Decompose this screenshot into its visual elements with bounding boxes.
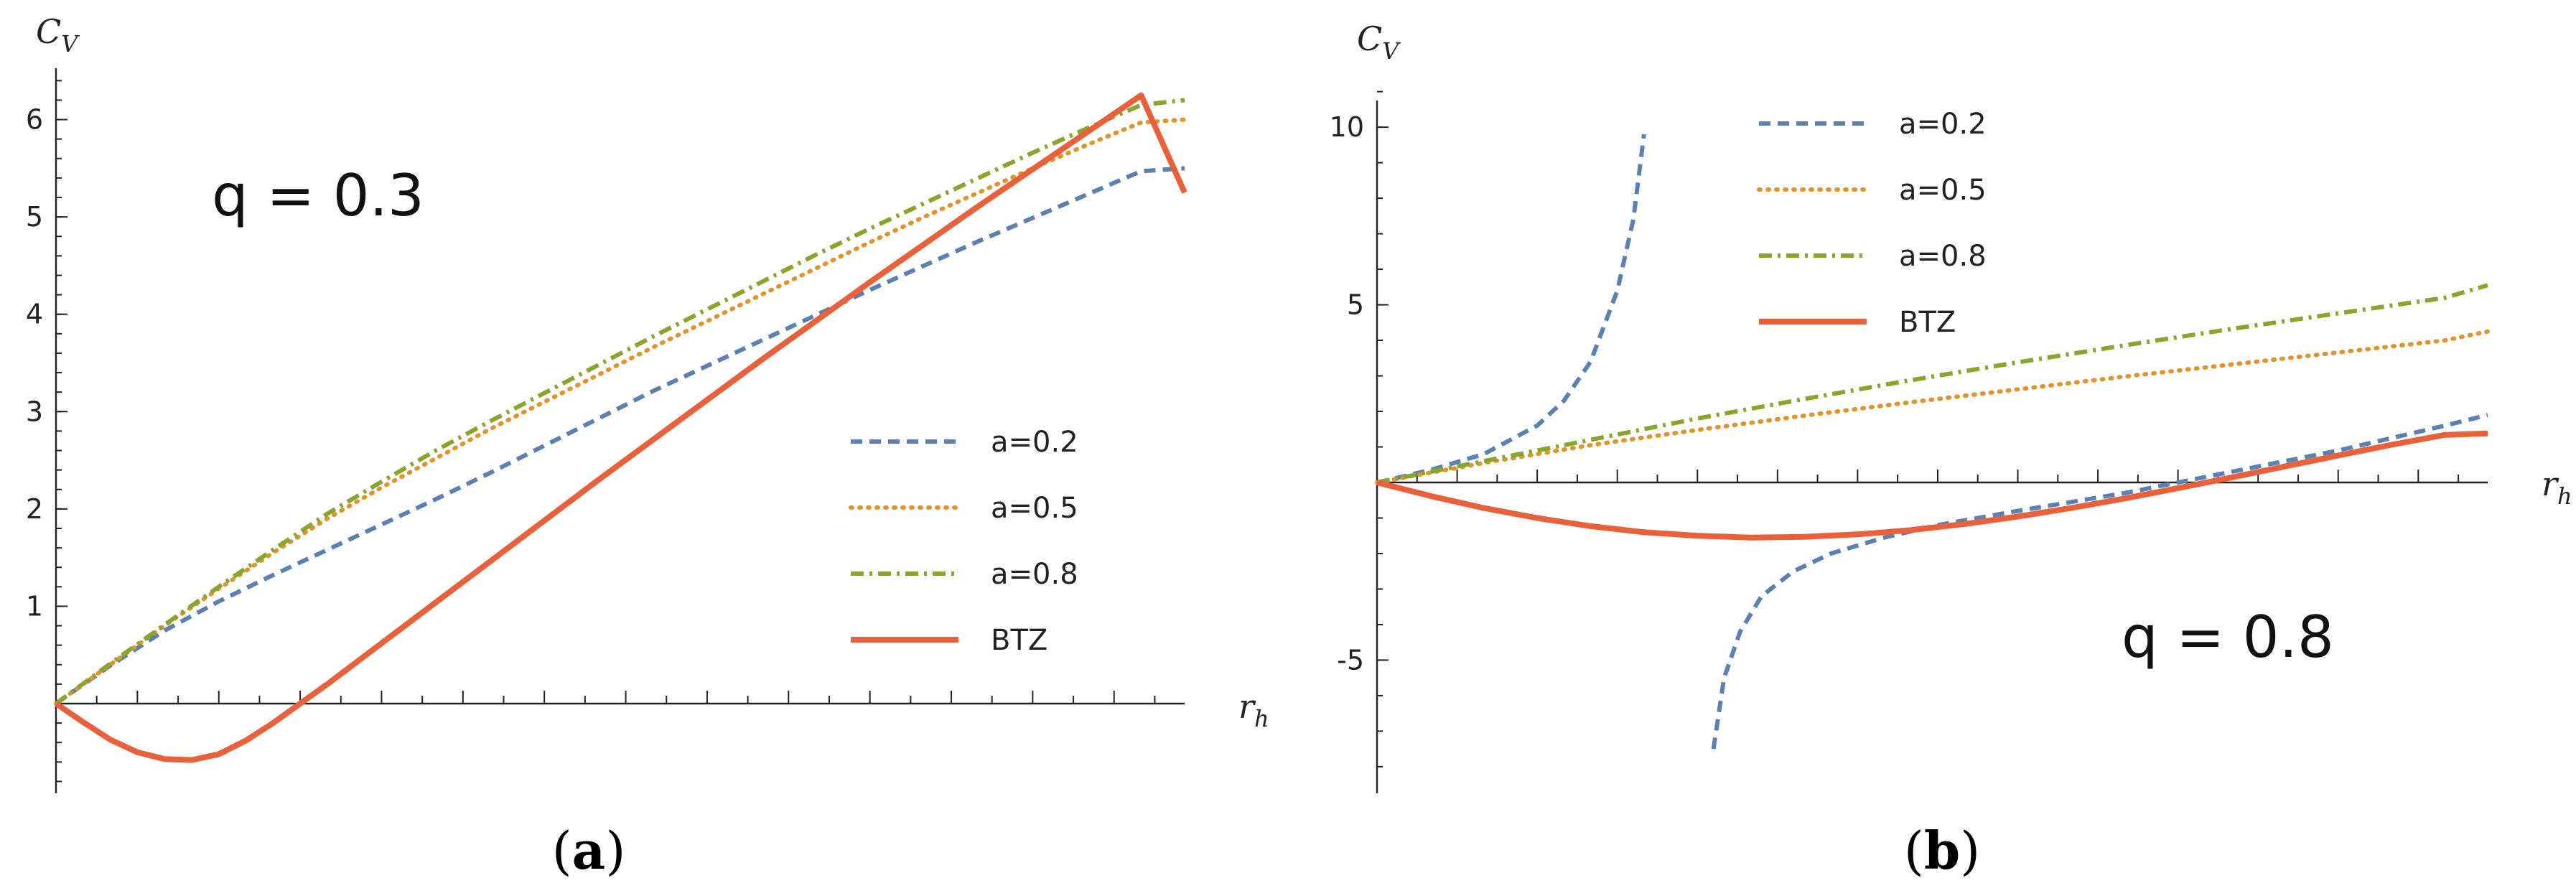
series-line-a-0-5	[1375, 329, 2490, 485]
legend-entry: a=0.8	[991, 558, 1078, 591]
series-line-btz	[54, 92, 1187, 763]
legend-entry: BTZ	[991, 624, 1047, 657]
legend-entry: BTZ	[1899, 306, 1956, 339]
y-tick-label: 1	[26, 590, 43, 622]
legend-entry: a=0.5	[1899, 174, 1987, 207]
series-line-a-0-8	[1376, 283, 2488, 485]
panel-b: -5 5 10 CV rh q = 0.8 a=0.2 a=0.5 a=0.8 BTZ (b)	[1330, 19, 2572, 881]
y-axis-label: CV	[36, 12, 80, 57]
annotation-q: q = 0.8	[2122, 604, 2334, 671]
series-line-a-0-2	[1711, 413, 2488, 750]
series-line-a-0-5	[54, 117, 1187, 706]
legend-entry: a=0.2	[991, 426, 1078, 459]
panel-caption: (a)	[552, 820, 626, 881]
y-tick-label: 3	[26, 396, 43, 427]
x-axis-label: rh	[1238, 687, 1269, 732]
y-tick-label: 6	[26, 104, 43, 136]
legend-entry: a=0.2	[1899, 108, 1987, 141]
annotation-q: q = 0.3	[212, 162, 424, 229]
y-tick-label: 4	[26, 299, 43, 330]
series-line-a-0-2	[55, 166, 1185, 706]
series-line-a-0-8	[55, 98, 1185, 706]
legend: a=0.2 a=0.5 a=0.8 BTZ	[849, 426, 1078, 657]
panel-caption: (b)	[1904, 820, 1981, 881]
legend-entry: a=0.8	[1899, 240, 1987, 273]
series-line-a-0-2	[1376, 134, 1646, 485]
series-line-btz	[1376, 430, 2488, 541]
y-tick-label: 2	[26, 493, 43, 525]
y-tick-label: -5	[1337, 644, 1364, 676]
y-tick-label: 10	[1330, 111, 1364, 143]
y-tick-label: 5	[26, 201, 43, 233]
panel-a: 1 2 3 4 5 6 CV rh q = 0.3 a=0.2 a=0.5 a=0.8 BTZ (a)	[26, 12, 1269, 881]
y-tick-label: 5	[1347, 289, 1364, 321]
x-axis-label: rh	[2542, 465, 2572, 510]
y-axis-label: CV	[1357, 19, 1401, 65]
legend: a=0.2 a=0.5 a=0.8 BTZ	[1757, 108, 1987, 339]
legend-entry: a=0.5	[991, 492, 1078, 525]
